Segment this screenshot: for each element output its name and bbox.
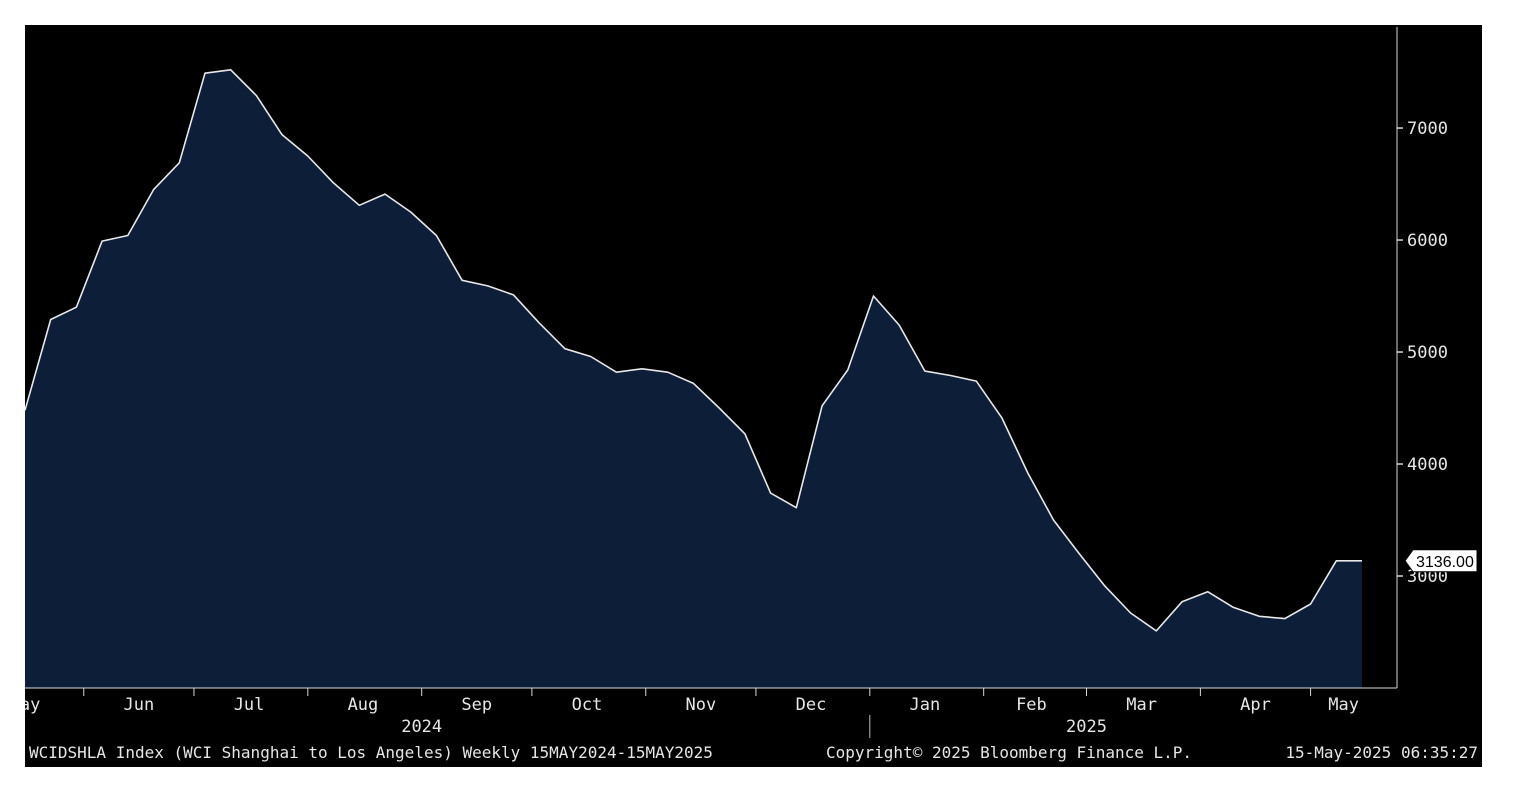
series-line <box>25 69 1362 632</box>
data-point-21 <box>564 348 566 350</box>
data-point-36 <box>950 375 952 377</box>
y-tick-label-4000: 4000 <box>1407 455 1448 475</box>
data-point-11 <box>307 155 309 157</box>
data-point-31 <box>821 405 823 407</box>
data-point-49 <box>1284 618 1286 620</box>
last-value-callout <box>1404 549 1478 573</box>
data-point-44 <box>1155 630 1157 632</box>
data-point-27 <box>718 407 720 409</box>
data-point-4 <box>127 235 129 237</box>
year-label-2024: 2024 <box>401 717 442 737</box>
y-tick-label-7000: 7000 <box>1407 119 1448 139</box>
data-point-2 <box>75 306 77 308</box>
data-point-33 <box>873 295 875 297</box>
data-point-43 <box>1130 612 1132 614</box>
chart-frame: 30004000500060007000MayJunJulAugSepOctNo… <box>25 25 1482 767</box>
chart-timestamp: 15-May-2025 06:35:27 <box>1285 743 1478 762</box>
month-label-2: Jul <box>234 695 265 715</box>
data-point-48 <box>1258 615 1260 617</box>
data-point-51 <box>1335 560 1337 562</box>
month-label-4: Sep <box>461 695 492 715</box>
data-point-52 <box>1361 560 1363 562</box>
data-point-41 <box>1078 553 1080 555</box>
data-point-40 <box>1053 519 1055 521</box>
month-label-11: Apr <box>1240 695 1271 715</box>
data-point-42 <box>1104 585 1106 587</box>
data-point-18 <box>487 285 489 287</box>
data-point-24 <box>641 368 643 370</box>
month-label-6: Nov <box>685 695 716 715</box>
y-tick-label-6000: 6000 <box>1407 231 1448 251</box>
month-label-9: Feb <box>1016 695 1047 715</box>
chart-footer: WCIDSHLA Index (WCI Shanghai to Los Ange… <box>25 741 1482 767</box>
data-point-20 <box>538 322 540 324</box>
data-point-3 <box>101 240 103 242</box>
data-point-23 <box>615 371 617 373</box>
data-point-12 <box>333 182 335 184</box>
data-point-32 <box>847 369 849 371</box>
wci-area-chart: 30004000500060007000MayJunJulAugSepOctNo… <box>25 25 1482 741</box>
data-point-5 <box>153 189 155 191</box>
data-point-50 <box>1310 603 1312 605</box>
data-point-37 <box>975 380 977 382</box>
copyright-notice: Copyright© 2025 Bloomberg Finance L.P. <box>826 743 1193 762</box>
data-point-15 <box>410 211 412 213</box>
month-label-3: Aug <box>348 695 379 715</box>
data-point-34 <box>898 324 900 326</box>
month-label-5: Oct <box>572 695 603 715</box>
data-point-28 <box>744 433 746 435</box>
data-point-6 <box>178 162 180 164</box>
data-point-13 <box>358 204 360 206</box>
data-point-38 <box>1001 417 1003 419</box>
data-point-1 <box>50 319 52 321</box>
month-label-10: Mar <box>1126 695 1157 715</box>
data-point-30 <box>795 507 797 509</box>
data-point-10 <box>281 134 283 136</box>
data-point-46 <box>1207 591 1209 593</box>
data-point-25 <box>667 371 669 373</box>
data-point-7 <box>204 72 206 74</box>
data-point-47 <box>1232 606 1234 608</box>
data-point-19 <box>513 294 515 296</box>
data-point-9 <box>255 95 257 97</box>
data-point-14 <box>384 193 386 195</box>
data-point-29 <box>770 492 772 494</box>
month-label-12: May <box>1328 695 1359 715</box>
data-point-35 <box>924 370 926 372</box>
month-label-1: Jun <box>124 695 155 715</box>
data-point-8 <box>230 69 232 71</box>
last-value-label: 3136.00 <box>1416 554 1474 571</box>
month-label-7: Dec <box>796 695 827 715</box>
month-label-0: May <box>25 695 40 715</box>
year-label-2025: 2025 <box>1066 717 1107 737</box>
series-description: WCIDSHLA Index (WCI Shanghai to Los Ange… <box>29 743 713 762</box>
y-tick-label-5000: 5000 <box>1407 343 1448 363</box>
area-fill <box>25 69 1362 689</box>
data-point-45 <box>1181 601 1183 603</box>
data-point-16 <box>435 235 437 237</box>
month-label-8: Jan <box>910 695 941 715</box>
data-point-39 <box>1027 472 1029 474</box>
data-point-26 <box>693 382 695 384</box>
data-point-22 <box>590 356 592 358</box>
data-point-17 <box>461 279 463 281</box>
